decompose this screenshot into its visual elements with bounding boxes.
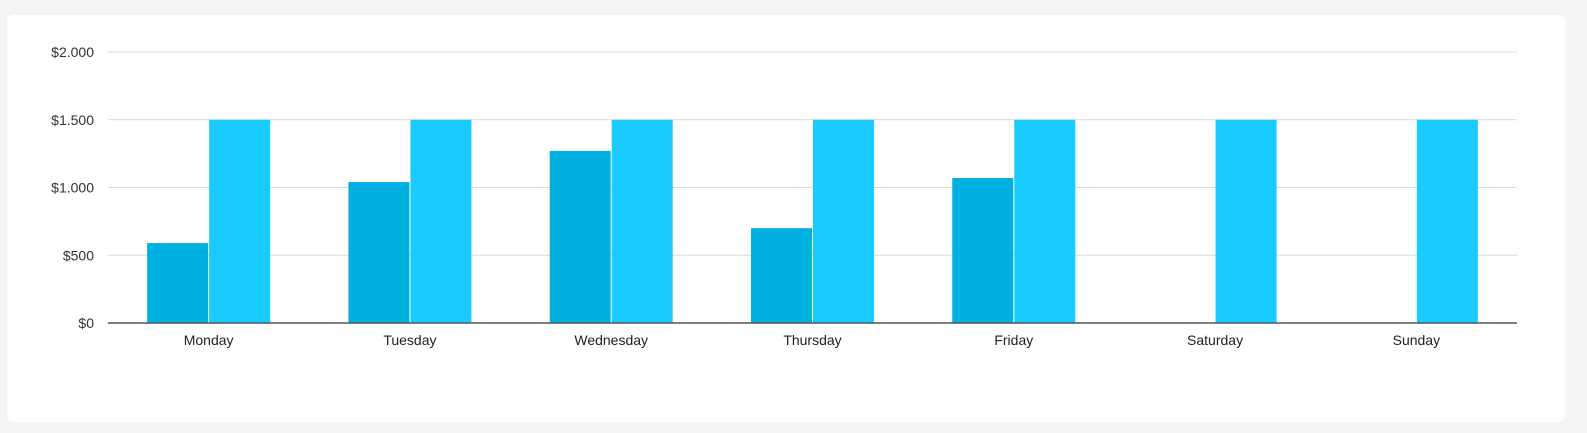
x-tick-label: Monday xyxy=(184,332,234,348)
bar-tuesday-series-2[interactable] xyxy=(410,119,472,323)
chart-card: $0 $500 $1.000 $1.500 $2.000 Monday Tuesday We… xyxy=(7,15,1565,422)
y-tick-label: $0 xyxy=(78,315,94,331)
bars xyxy=(147,119,1478,323)
bar-wednesday-series-2[interactable] xyxy=(611,119,673,323)
y-tick-label: $1.000 xyxy=(51,180,94,196)
grid-lines xyxy=(108,51,1517,256)
bar-chart: $0 $500 $1.000 $1.500 $2.000 Monday Tuesday We… xyxy=(51,44,1517,348)
bar-saturday-series-2[interactable] xyxy=(1215,119,1277,323)
bar-monday-series-1[interactable] xyxy=(147,243,209,323)
bar-wednesday-series-1[interactable] xyxy=(549,150,611,323)
x-tick-label: Tuesday xyxy=(383,332,436,348)
x-tick-label: Wednesday xyxy=(574,332,648,348)
y-tick-label: $1.500 xyxy=(51,112,94,128)
x-tick-label: Thursday xyxy=(783,332,841,348)
bar-thursday-series-2[interactable] xyxy=(813,119,874,323)
bar-tuesday-series-1[interactable] xyxy=(348,182,410,323)
x-axis-ticks: Monday Tuesday Wednesday Thursday Friday Satu… xyxy=(184,332,1440,348)
bar-friday-series-2[interactable] xyxy=(1014,119,1076,323)
bar-thursday-series-1[interactable] xyxy=(751,228,812,323)
y-tick-label: $2.000 xyxy=(51,44,94,60)
y-axis-ticks: $0 $500 $1.000 $1.500 $2.000 xyxy=(51,44,94,331)
x-tick-label: Saturday xyxy=(1187,332,1243,348)
bar-monday-series-2[interactable] xyxy=(209,119,271,323)
x-tick-label: Sunday xyxy=(1393,332,1440,348)
x-tick-label: Friday xyxy=(994,332,1033,348)
bar-friday-series-1[interactable] xyxy=(952,178,1014,323)
y-tick-label: $500 xyxy=(63,247,94,263)
bar-sunday-series-2[interactable] xyxy=(1416,119,1478,323)
